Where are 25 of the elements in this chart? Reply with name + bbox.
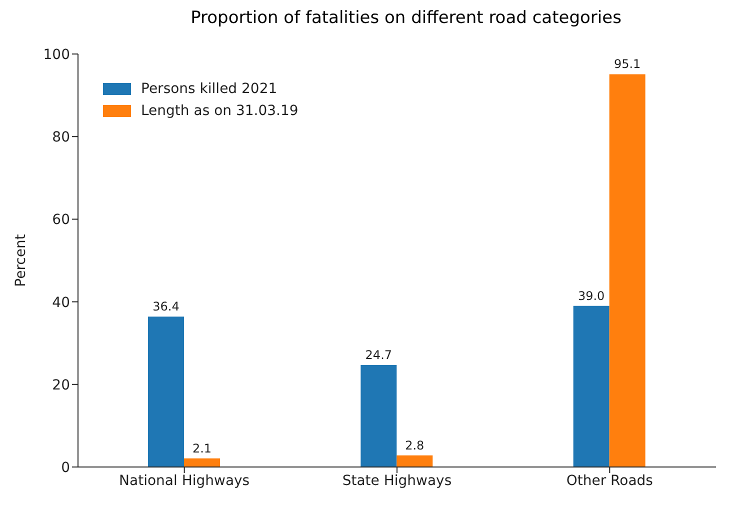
data-label: 24.7 [365, 348, 392, 362]
data-label: 2.1 [192, 441, 212, 456]
chart-title: Proportion of fatalities on different road categories [190, 8, 622, 30]
bar [148, 316, 184, 467]
data-label: 2.8 [405, 438, 424, 452]
legend-label: Length as on 31.03.19 [141, 102, 298, 121]
y-tick-label: 0 [61, 460, 70, 476]
bar [396, 455, 433, 467]
y-tick-label: 60 [52, 212, 70, 228]
y-tick-label: 20 [52, 377, 70, 394]
data-label: 36.4 [152, 300, 180, 314]
y-tick-label: 100 [43, 46, 70, 63]
legend-label: Persons killed 2021 [141, 80, 278, 99]
bar [360, 364, 397, 467]
y-tick-label: 80 [52, 130, 70, 146]
y-axis-title: Percent [12, 234, 29, 287]
y-tick-label: 40 [52, 294, 70, 311]
x-tick-label: State Highways [342, 472, 452, 489]
data-label: 39.0 [578, 288, 605, 303]
bar [184, 458, 220, 467]
x-tick-label: National Highways [119, 472, 250, 489]
x-tick-label: Other Roads [566, 472, 653, 489]
bar [573, 306, 610, 467]
bar [609, 74, 646, 467]
data-label: 95.1 [614, 57, 641, 72]
